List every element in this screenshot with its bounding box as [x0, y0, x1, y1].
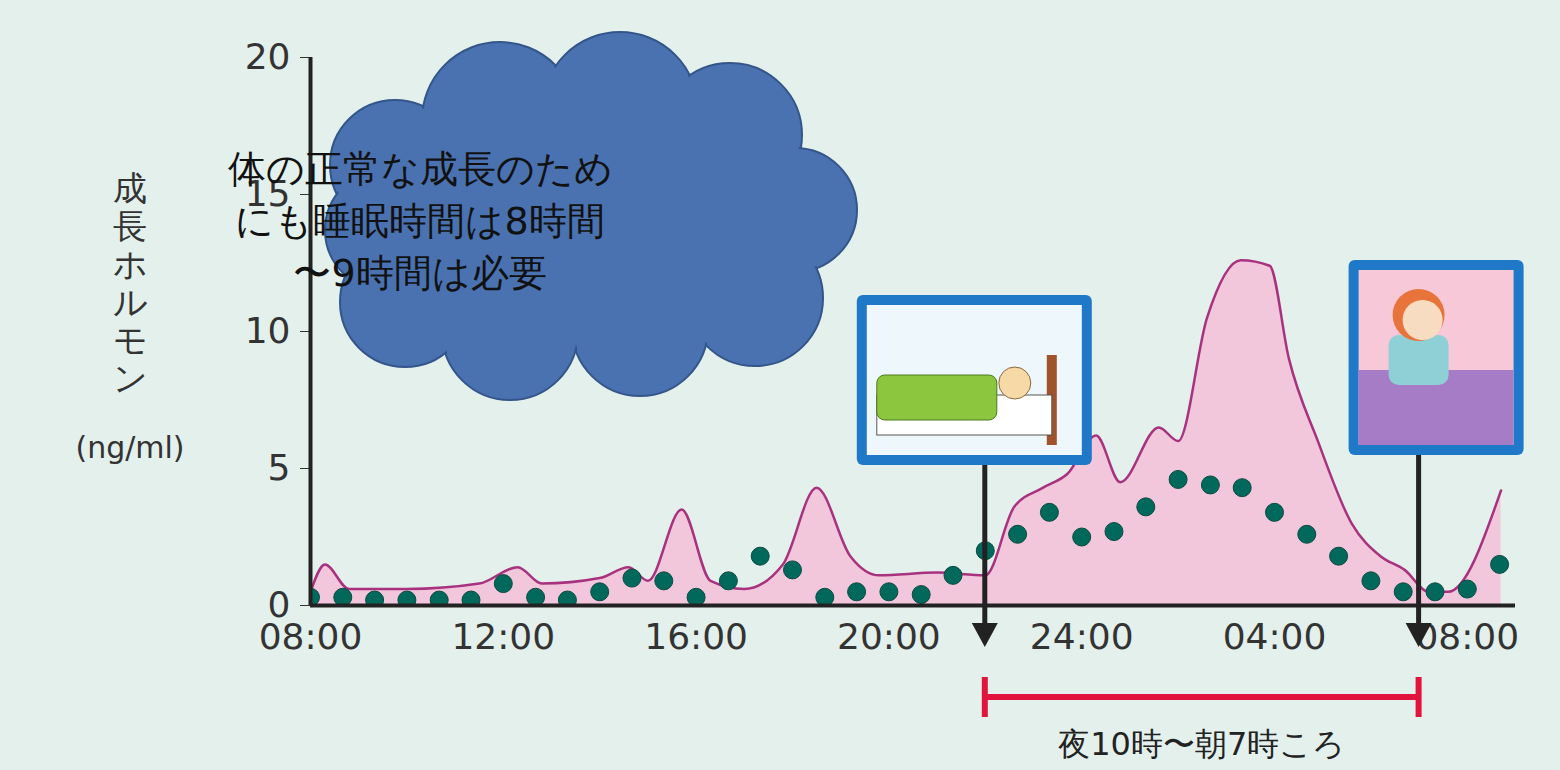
svg-text:0: 0: [267, 584, 291, 625]
svg-text:モ: モ: [113, 320, 148, 360]
svg-text:ル: ル: [113, 282, 148, 322]
svg-text:成: 成: [113, 168, 147, 208]
svg-text:にも睡眠時間は8時間: にも睡眠時間は8時間: [235, 199, 604, 243]
svg-text:ホ: ホ: [113, 244, 148, 284]
svg-text:24:00: 24:00: [1030, 616, 1134, 657]
svg-text:20:00: 20:00: [837, 616, 941, 657]
svg-text:08:00: 08:00: [259, 616, 363, 657]
svg-text:夜10時〜朝7時ころ: 夜10時〜朝7時ころ: [1058, 725, 1345, 763]
svg-text:ン: ン: [113, 358, 148, 398]
svg-text:16:00: 16:00: [644, 616, 748, 657]
svg-text:08:00: 08:00: [1415, 616, 1519, 657]
svg-text:12:00: 12:00: [451, 616, 555, 657]
svg-text:20: 20: [245, 36, 291, 77]
svg-text:10: 10: [245, 310, 291, 351]
svg-text:04:00: 04:00: [1223, 616, 1327, 657]
svg-text:体の正常な成長のため: 体の正常な成長のため: [228, 147, 613, 191]
svg-text:5: 5: [268, 447, 291, 488]
svg-text:(ng/ml): (ng/ml): [75, 430, 184, 465]
svg-text:長: 長: [113, 206, 147, 246]
svg-text:〜9時間は必要: 〜9時間は必要: [293, 251, 546, 295]
